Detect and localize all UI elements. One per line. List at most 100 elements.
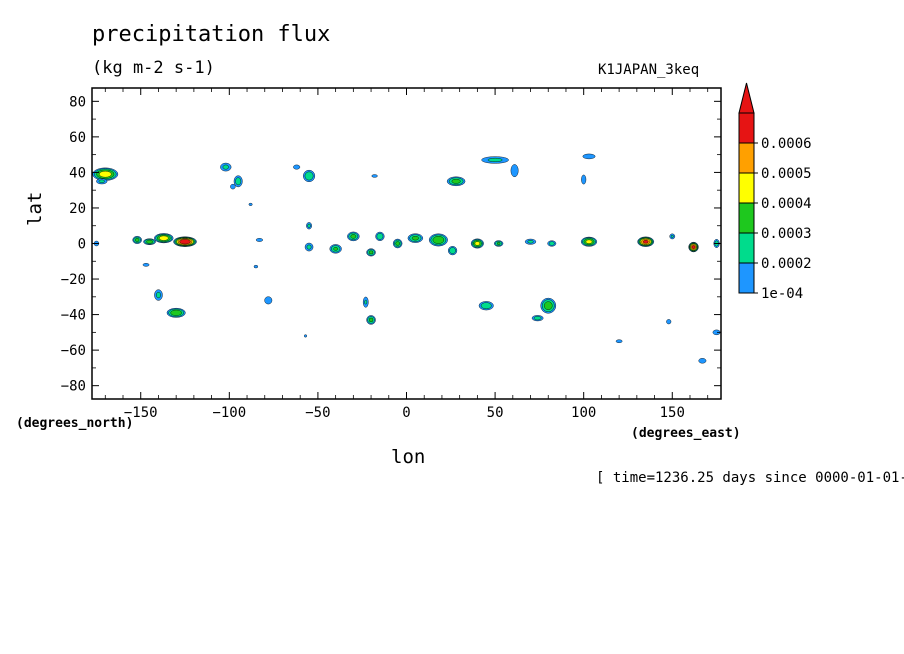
- contour-level-6: [179, 239, 191, 245]
- contour-level-1: [582, 153, 596, 160]
- contour-level-3: [395, 241, 400, 246]
- contour-level-1: [264, 296, 273, 305]
- colorbar-label: 0.0004: [761, 196, 812, 212]
- precip-feature: [248, 202, 253, 206]
- contour-level-3: [368, 250, 374, 255]
- contour-level-2: [487, 157, 503, 162]
- precip-feature: [581, 174, 587, 185]
- run-label: K1JAPAN_3keq: [598, 62, 700, 78]
- colorbar-label: 0.0003: [761, 226, 812, 242]
- precip-feature: [470, 238, 484, 249]
- colorbar-swatch: [738, 262, 755, 294]
- precip-feature: [303, 169, 316, 182]
- precip-feature: [494, 240, 504, 247]
- precip-feature: [154, 289, 163, 301]
- contour-level-3: [432, 236, 445, 244]
- x-tick-label: −50: [305, 405, 330, 421]
- axes-group: −150 −100 −50 0 50 100 150 80 60 40 20 0 −20 −40 −60 −8…: [61, 88, 721, 421]
- contour-level-2: [235, 177, 242, 186]
- contour-level-3: [451, 178, 461, 184]
- precip-feature: [166, 307, 186, 318]
- contour-level-2: [307, 223, 311, 228]
- precip-feature: [524, 238, 537, 245]
- contour-level-6: [691, 245, 696, 249]
- precip-feature: [540, 297, 557, 314]
- precip-feature: [264, 296, 273, 305]
- precip-feature: [582, 153, 596, 160]
- precip-feature: [293, 164, 301, 170]
- colorbar-label: 1e-04: [761, 286, 803, 302]
- y-tick-label: 60: [69, 130, 86, 146]
- contour-level-1: [142, 263, 150, 267]
- contour-level-2: [376, 233, 384, 240]
- contour-level-2: [480, 302, 492, 310]
- colorbar-swatch: [738, 112, 755, 144]
- contour-field: [92, 153, 721, 364]
- contour-level-1: [698, 358, 707, 364]
- contour-level-1: [304, 334, 307, 338]
- colorbar-extend-triangle: [738, 82, 755, 114]
- y-tick-label: 80: [69, 94, 86, 110]
- contour-level-1: [293, 164, 301, 170]
- precip-feature: [304, 242, 314, 252]
- contour-level-3: [135, 238, 140, 242]
- precip-feature: [666, 319, 672, 325]
- contour-level-3: [543, 301, 553, 310]
- contour-level-2: [304, 171, 314, 181]
- contour-level-2: [306, 244, 312, 250]
- precip-feature: [531, 315, 544, 322]
- precip-feature: [446, 176, 466, 187]
- precip-feature: [233, 175, 243, 188]
- x-tick-label: 50: [487, 405, 504, 421]
- contour-level-3: [146, 239, 154, 244]
- contour-level-2: [670, 234, 674, 238]
- y-tick-label: −40: [61, 308, 86, 324]
- precip-feature: [669, 233, 676, 240]
- precip-feature: [580, 236, 598, 247]
- precip-feature: [637, 236, 655, 247]
- precip-feature: [688, 241, 699, 253]
- contour-level-6: [642, 240, 649, 244]
- precip-feature: [375, 231, 385, 241]
- precip-feature: [96, 178, 108, 185]
- precip-feature: [698, 358, 707, 364]
- contour-level-2: [548, 241, 555, 246]
- precip-feature: [478, 301, 494, 311]
- precip-feature: [304, 334, 307, 338]
- contour-level-2: [222, 164, 229, 170]
- precip-feature: [329, 244, 342, 254]
- colorbar-label: 0.0006: [761, 136, 812, 152]
- y-tick-label: 20: [69, 201, 86, 217]
- contour-level-3: [333, 247, 338, 251]
- contour-level-2: [364, 299, 368, 305]
- precip-feature: [92, 167, 119, 181]
- contour-level-1: [253, 264, 259, 269]
- contour-level-1: [581, 174, 587, 185]
- precip-feature: [407, 233, 424, 243]
- colorbar-label: 0.0005: [761, 166, 812, 182]
- contour-level-2: [98, 179, 105, 183]
- precip-feature: [362, 296, 369, 308]
- colorbar-swatch: [738, 172, 755, 204]
- precip-feature: [366, 248, 376, 257]
- precip-feature: [481, 156, 509, 164]
- colorbar-swatch: [738, 232, 755, 264]
- precip-feature: [255, 238, 263, 242]
- contour-level-3: [496, 242, 501, 245]
- y-axis-units: (degrees_north): [16, 416, 134, 431]
- x-tick-label: 0: [402, 405, 410, 421]
- precip-feature: [220, 162, 232, 172]
- precip-feature: [371, 174, 378, 178]
- contour-level-3: [350, 234, 357, 239]
- contour-level-2: [156, 291, 161, 299]
- contour-level-4: [474, 241, 481, 246]
- contour-level-1: [666, 319, 672, 325]
- precip-feature: [615, 339, 623, 344]
- contour-level-1: [371, 174, 378, 178]
- precip-feature: [306, 222, 312, 230]
- contour-level-3: [368, 317, 374, 323]
- precip-feature: [547, 240, 557, 247]
- contour-level-1: [615, 339, 623, 344]
- precip-feature: [347, 231, 360, 242]
